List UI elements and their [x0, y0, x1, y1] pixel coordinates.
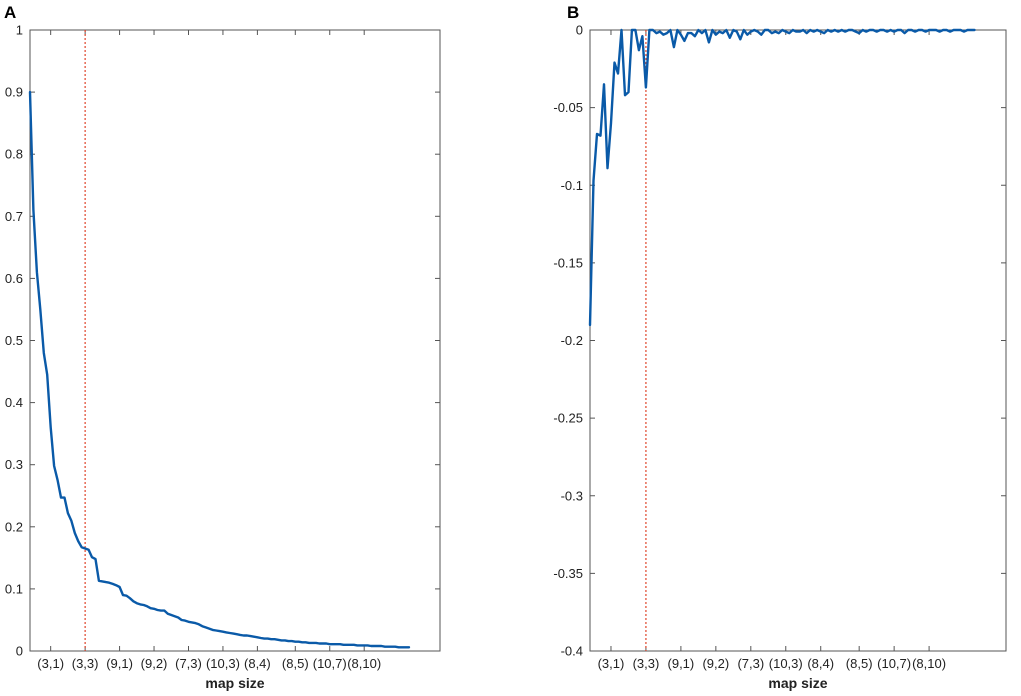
- y-tick-label: 0.9: [5, 85, 23, 100]
- x-tick-label: (8,5): [282, 656, 309, 671]
- y-tick-label: -0.05: [553, 100, 583, 115]
- x-tick-label: (3,1): [37, 656, 64, 671]
- x-tick-label: (8,10): [912, 656, 946, 671]
- x-tick-label: (7,3): [175, 656, 202, 671]
- y-tick-label: -0.35: [553, 566, 583, 581]
- y-tick-label: 0.5: [5, 333, 23, 348]
- panel-label: A: [4, 3, 16, 22]
- y-tick-label: 1: [16, 23, 23, 38]
- y-tick-label: 0.6: [5, 271, 23, 286]
- y-tick-label: -0.2: [561, 333, 583, 348]
- y-tick-label: -0.25: [553, 411, 583, 426]
- series-line: [588, 28, 976, 327]
- x-tick-label: (9,1): [106, 656, 133, 671]
- y-tick-label: 0: [576, 23, 583, 38]
- y-tick-label: -0.1: [561, 178, 583, 193]
- x-tick-label: (9,1): [668, 656, 695, 671]
- x-tick-label: (10,3): [769, 656, 803, 671]
- y-tick-label: -0.3: [561, 488, 583, 503]
- x-tick-label: (3,3): [633, 656, 660, 671]
- x-tick-label: (7,3): [737, 656, 764, 671]
- y-tick-label: 0: [16, 644, 23, 659]
- x-axis-label: map size: [205, 675, 264, 691]
- y-tick-label: -0.15: [553, 255, 583, 270]
- panel-b: B -0.4 -0.35 -0.3 -0.25 -0.2 -0.15 -0.1 -0.05 0 (3…: [553, 3, 1007, 691]
- x-tick-label: (10,7): [313, 656, 347, 671]
- x-tick-label: (3,3): [72, 656, 99, 671]
- plot-frame: [589, 29, 1007, 652]
- y-tick-label: -0.4: [561, 644, 583, 659]
- x-tick-label: (10,7): [877, 656, 911, 671]
- series-line: [28, 90, 411, 649]
- x-tick-label: (9,2): [141, 656, 168, 671]
- x-tick-label: (10,3): [206, 656, 240, 671]
- y-tick-label: 0.3: [5, 457, 23, 472]
- y-tick-label: 0.4: [5, 395, 23, 410]
- y-tick-label: 0.7: [5, 209, 23, 224]
- panel-a: A 0 0.1 0.2 0.3 0.4 0.5 0.6 0.7 0.8 0.9 1 (3,1) (3,3)…: [4, 3, 441, 691]
- x-tick-label: (9,2): [702, 656, 729, 671]
- panel-label: B: [567, 3, 579, 22]
- y-tick-label: 0.8: [5, 147, 23, 162]
- y-tick-label: 0.2: [5, 519, 23, 534]
- x-axis-label: map size: [768, 675, 827, 691]
- y-tick-label: 0.1: [5, 581, 23, 596]
- x-tick-label: (8,4): [244, 656, 271, 671]
- x-tick-label: (3,1): [598, 656, 625, 671]
- x-tick-label: (8,5): [846, 656, 873, 671]
- x-tick-label: (8,4): [807, 656, 834, 671]
- x-tick-label: (8,10): [347, 656, 381, 671]
